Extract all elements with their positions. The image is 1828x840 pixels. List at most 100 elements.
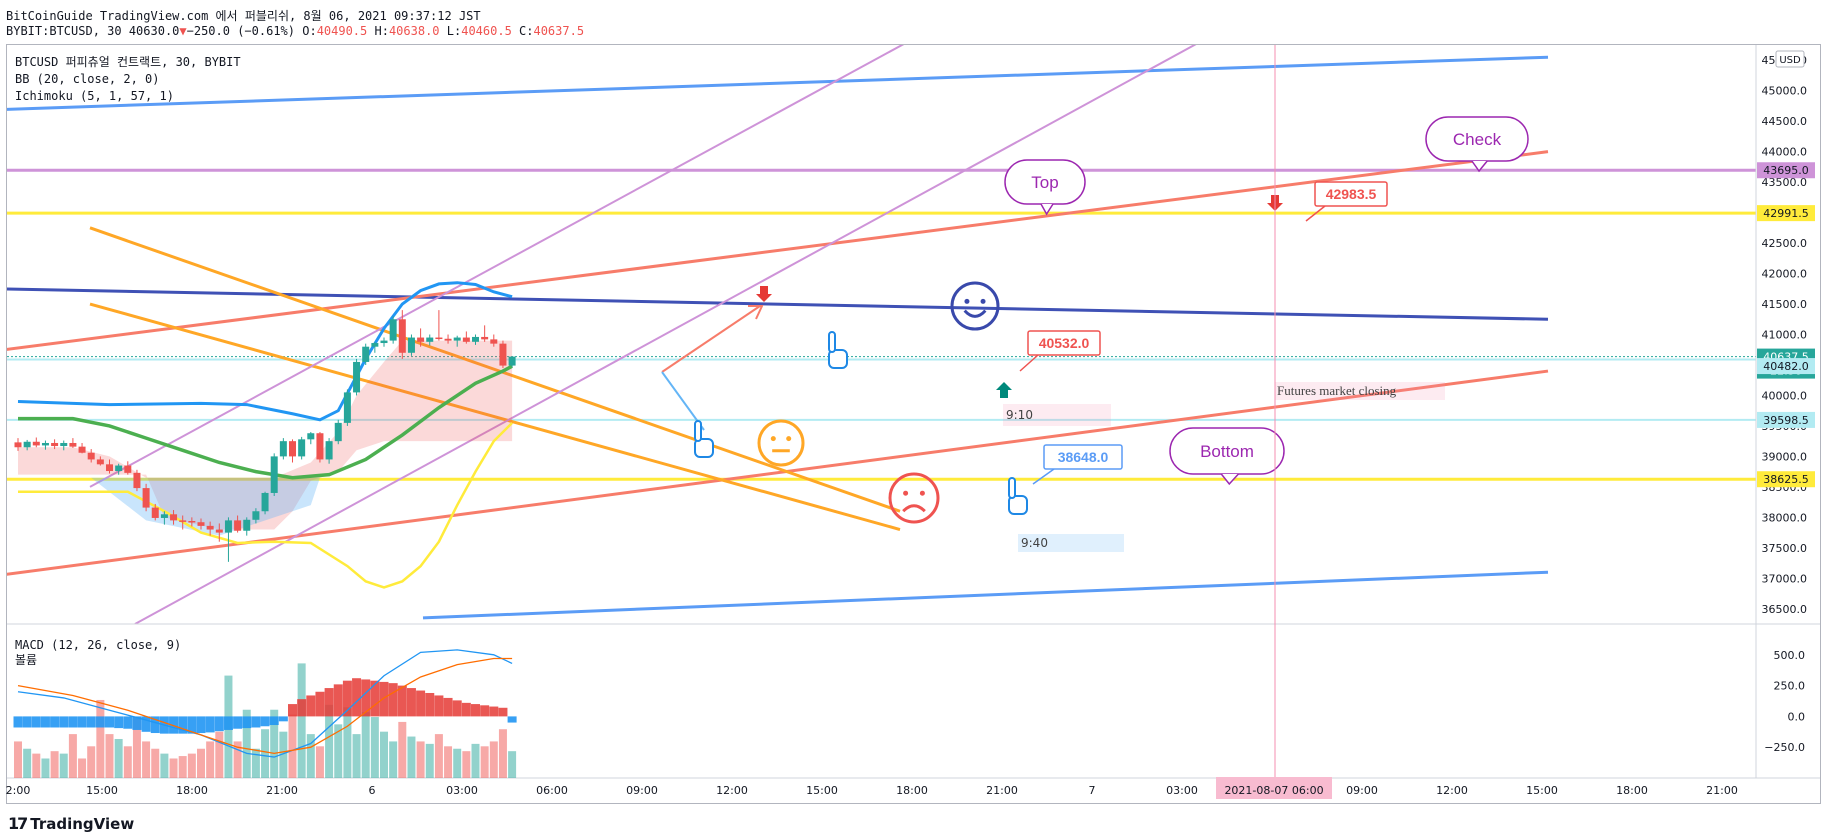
macd-hist-bar [22,716,32,728]
bubble-top: Top [1004,159,1086,216]
candle-body [133,472,141,489]
volume-bar [306,734,315,778]
legend-bb[interactable]: BB (20, close, 2, 0) [15,72,160,86]
volume-bar [315,746,324,778]
legend-symbol[interactable]: BTCUSD 퍼피츄얼 컨트랙트, 30, BYBIT [15,55,241,69]
macd-hist-bar [370,680,380,717]
price-tick-label: 38000.0 [1762,511,1808,524]
volume-bar [279,731,288,778]
label-40532: 40532.0 [1019,330,1101,372]
volume-bar [87,746,96,778]
price-change: −250.0 (−0.61%) [186,24,295,38]
macd-hist-bar [443,697,453,717]
macd-hist-bar [288,704,297,717]
volume-bar [434,734,443,778]
projection-arrow-head [748,305,764,320]
candle-body [142,488,150,508]
candle-body [325,441,333,460]
neutral-face-icon [757,419,805,467]
legend-ichimoku[interactable]: Ichimoku (5, 1, 57, 1) [15,89,174,103]
candle-body [508,356,516,366]
time-note-bg [1018,534,1124,552]
sad-face-icon-eye [919,490,925,496]
candle-body [96,459,104,465]
label-38648-box [1043,444,1123,470]
candle-body [371,343,379,347]
label-38648-leader [1032,468,1055,485]
happy-face-icon-outline [950,281,1000,331]
time-tick-label: 18:00 [896,784,928,797]
high-label: H: [374,24,389,38]
volume-bar [352,734,361,778]
label-42983-box [1314,181,1388,207]
price-badge-text: 39598.5 [1763,414,1809,427]
price-badge-text: 42991.5 [1763,207,1809,220]
candle-body [316,433,324,460]
candle-body [252,511,260,520]
price-chart[interactable]: Top Check Bottom 42983.5 40532.0 38648.0 Futur… [0,0,1828,810]
bubble-top-text: Top [1031,173,1058,192]
legend-macd[interactable]: MACD (12, 26, close, 9) [15,638,182,652]
chart-header-ohlc: BYBIT:BTCUSD, 30 40630.0▼−250.0 (−0.61%)… [6,23,584,39]
volume-bar [471,743,480,778]
volume-bar [160,753,169,778]
brand-name: TradingView [30,814,135,833]
candle-body [14,442,22,448]
macd-hist-bar [471,704,480,717]
volume-bar [361,712,370,778]
price-tick-label: 37000.0 [1762,572,1808,585]
happy-face-icon-eye [964,298,970,304]
candle-body [298,439,306,457]
ichimoku-cloud-bear [18,340,513,530]
price-tick-label: 37500.0 [1762,542,1808,555]
price-tick-label: 44000.0 [1762,146,1808,159]
candle-body [389,319,397,341]
macd-hist-bar [178,716,188,734]
bubble-bottom-tail [1220,473,1239,486]
volume-bar [425,743,434,778]
candle-body [151,507,159,518]
macd-pane [13,649,517,778]
price-badge-text: 40482.0 [1763,360,1809,373]
bubble-bottom-text: Bottom [1200,442,1254,461]
volume-bar [343,707,352,778]
volume-bar [105,734,114,778]
volume-bar [23,748,32,778]
time-tick-label: 15:00 [86,784,118,797]
neutral-face-icon-outline [757,419,805,467]
volume-bar [68,734,77,778]
hand-pointer-icon-palm [828,349,848,369]
macd-hist-bar [361,679,371,717]
macd-hist-bar [68,716,78,728]
candle-body [206,525,214,530]
tradingview-logo-icon: 17 [8,814,28,833]
candle-body [472,336,479,342]
happy-face-icon-mouth [963,309,987,318]
legend-volume[interactable]: 볼륨 [15,653,38,667]
hand-pointer-icon [1008,477,1028,515]
label-42983-text: 42983.5 [1326,186,1377,202]
time-tick-label: 12:00 [716,784,748,797]
time-tick-label: 06:00 [536,784,568,797]
volume-bar [453,748,462,778]
macd-tick-label: 500.0 [1774,649,1806,662]
volume-bar [78,758,87,778]
macd-hist-bar [50,716,60,728]
volume-bar [370,717,379,778]
time-note-910: 9:10 [1006,408,1033,422]
macd-hist-bar [397,685,407,717]
high-value: 40638.0 [388,24,440,38]
time-tick-label: 15:00 [806,784,838,797]
tradingview-brand[interactable]: 17 TradingView [8,814,134,833]
candle-body [261,492,269,512]
price-badge-box [1757,358,1815,375]
bubble-bottom: Bottom [1169,427,1285,486]
volume-bar [261,729,270,778]
macd-hist-bar [105,716,114,728]
macd-hist-bar [498,707,508,717]
trendline-top-blue [7,55,1549,111]
candle-body [51,442,59,447]
candle-body [106,464,113,472]
volume-bar [96,699,105,778]
chart-header-publish: BitCoinGuide TradingView.com 에서 퍼블리쉬, 8월… [6,9,481,23]
